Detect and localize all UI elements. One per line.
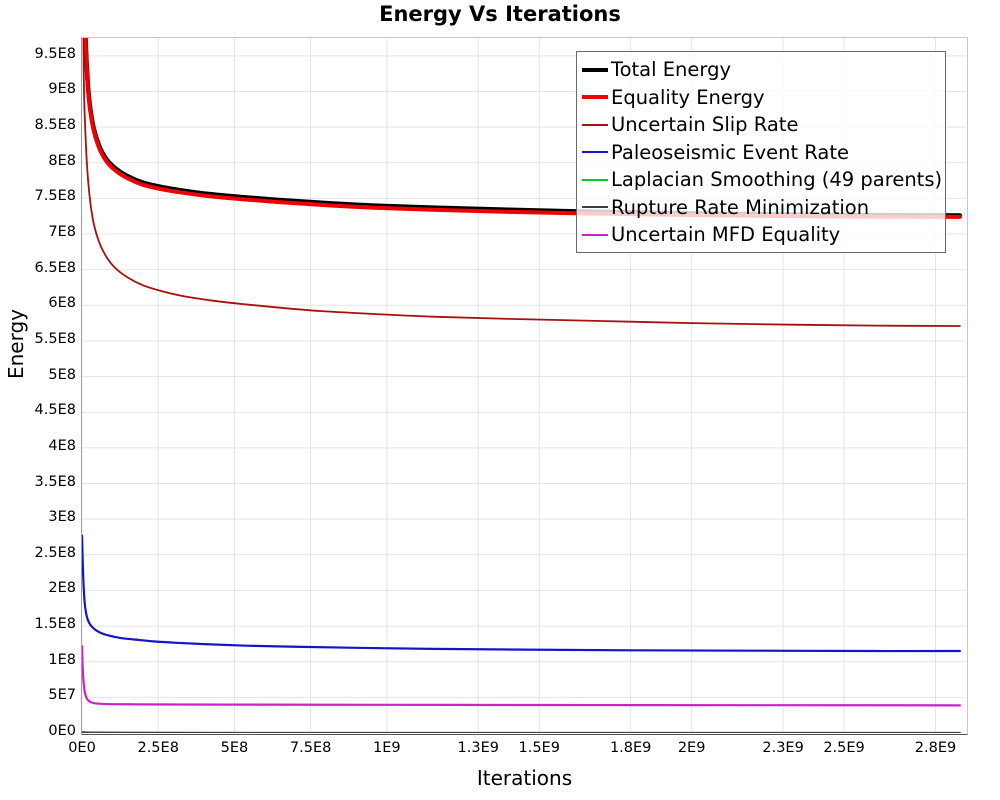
series-line [82, 644, 961, 707]
y-tick-label: 9E8 [48, 81, 76, 98]
y-axis-label: Energy [4, 308, 28, 380]
y-tick-label: 0E0 [48, 723, 76, 739]
y-tick-label: 6.5E8 [34, 259, 76, 276]
y-tick-label: 3.5E8 [34, 473, 76, 490]
x-tick-label: 7.5E8 [289, 740, 332, 756]
y-tick-label: 5.5E8 [34, 330, 76, 347]
x-tick-label: 2.3E9 [762, 740, 804, 756]
y-tick-label: 2.5E8 [34, 544, 76, 561]
legend-color-swatch [582, 206, 608, 209]
x-tick-label: 2.5E9 [823, 740, 865, 756]
legend-label: Paleoseismic Event Rate [611, 140, 850, 164]
legend-item[interactable]: Uncertain MFD Equality [582, 221, 945, 249]
y-tick-label: 7.5E8 [34, 188, 76, 205]
x-tick-label: 2E9 [677, 740, 706, 756]
legend-item[interactable]: Uncertain Slip Rate [582, 111, 945, 139]
legend-label: Equality Energy [611, 85, 765, 109]
y-tick-label: 8E8 [48, 152, 76, 169]
legend-label: Uncertain Slip Rate [611, 113, 799, 136]
legend-label: Uncertain MFD Equality [611, 223, 841, 246]
y-tick-label: 9.5E8 [34, 45, 76, 62]
legend-color-swatch [582, 178, 608, 181]
series-line [82, 534, 961, 653]
legend-color-swatch [582, 151, 608, 154]
legend-color-swatch [582, 123, 608, 126]
legend-color-swatch [582, 67, 608, 72]
y-tick-label: 3E8 [48, 509, 76, 526]
y-tick-label: 2E8 [48, 580, 76, 597]
y-tick-label: 5E8 [48, 366, 76, 383]
y-tick-label: 4.5E8 [34, 402, 76, 419]
legend-item[interactable]: Total Energy [582, 56, 945, 84]
x-tick-label: 2.8E9 [914, 740, 957, 756]
legend-item[interactable]: Equality Energy [582, 84, 945, 112]
y-tick-label: 4E8 [48, 437, 76, 454]
x-axis-label: Iterations [476, 766, 573, 790]
y-tick-label: 1E8 [48, 651, 76, 668]
x-tick-label: 2.5E8 [137, 740, 179, 756]
y-tick-label: 6E8 [48, 295, 76, 312]
legend-item[interactable]: Rupture Rate Minimization [582, 194, 945, 222]
x-tick-label: 1.3E9 [457, 740, 499, 756]
chart-title: Energy Vs Iterations [379, 2, 621, 26]
x-tick-label: 1.5E9 [518, 740, 560, 756]
legend-label: Total Energy [611, 58, 732, 81]
y-tick-label: 8.5E8 [34, 117, 76, 134]
x-tick-label: 1E9 [373, 740, 401, 756]
legend[interactable]: Total Energy Equality Energy Uncertain Sli… [576, 51, 946, 253]
series-line [82, 731, 961, 733]
series-line [82, 38, 961, 327]
x-tick-label: 0E0 [68, 740, 96, 756]
legend-item[interactable]: Paleoseismic Event Rate [582, 139, 945, 167]
legend-label: Rupture Rate Minimization [611, 195, 870, 219]
legend-item[interactable]: Laplacian Smoothing (49 parents) [582, 166, 945, 194]
y-tick-label: 1.5E8 [34, 616, 76, 633]
legend-label: Laplacian Smoothing (49 parents) [611, 168, 943, 191]
y-tick-label: 5E7 [48, 687, 76, 704]
legend-color-swatch [582, 95, 608, 100]
x-tick-label: 5E8 [220, 740, 249, 756]
legend-color-swatch [582, 233, 608, 236]
x-tick-label: 1.8E9 [609, 740, 652, 756]
y-tick-label: 7E8 [48, 224, 76, 241]
